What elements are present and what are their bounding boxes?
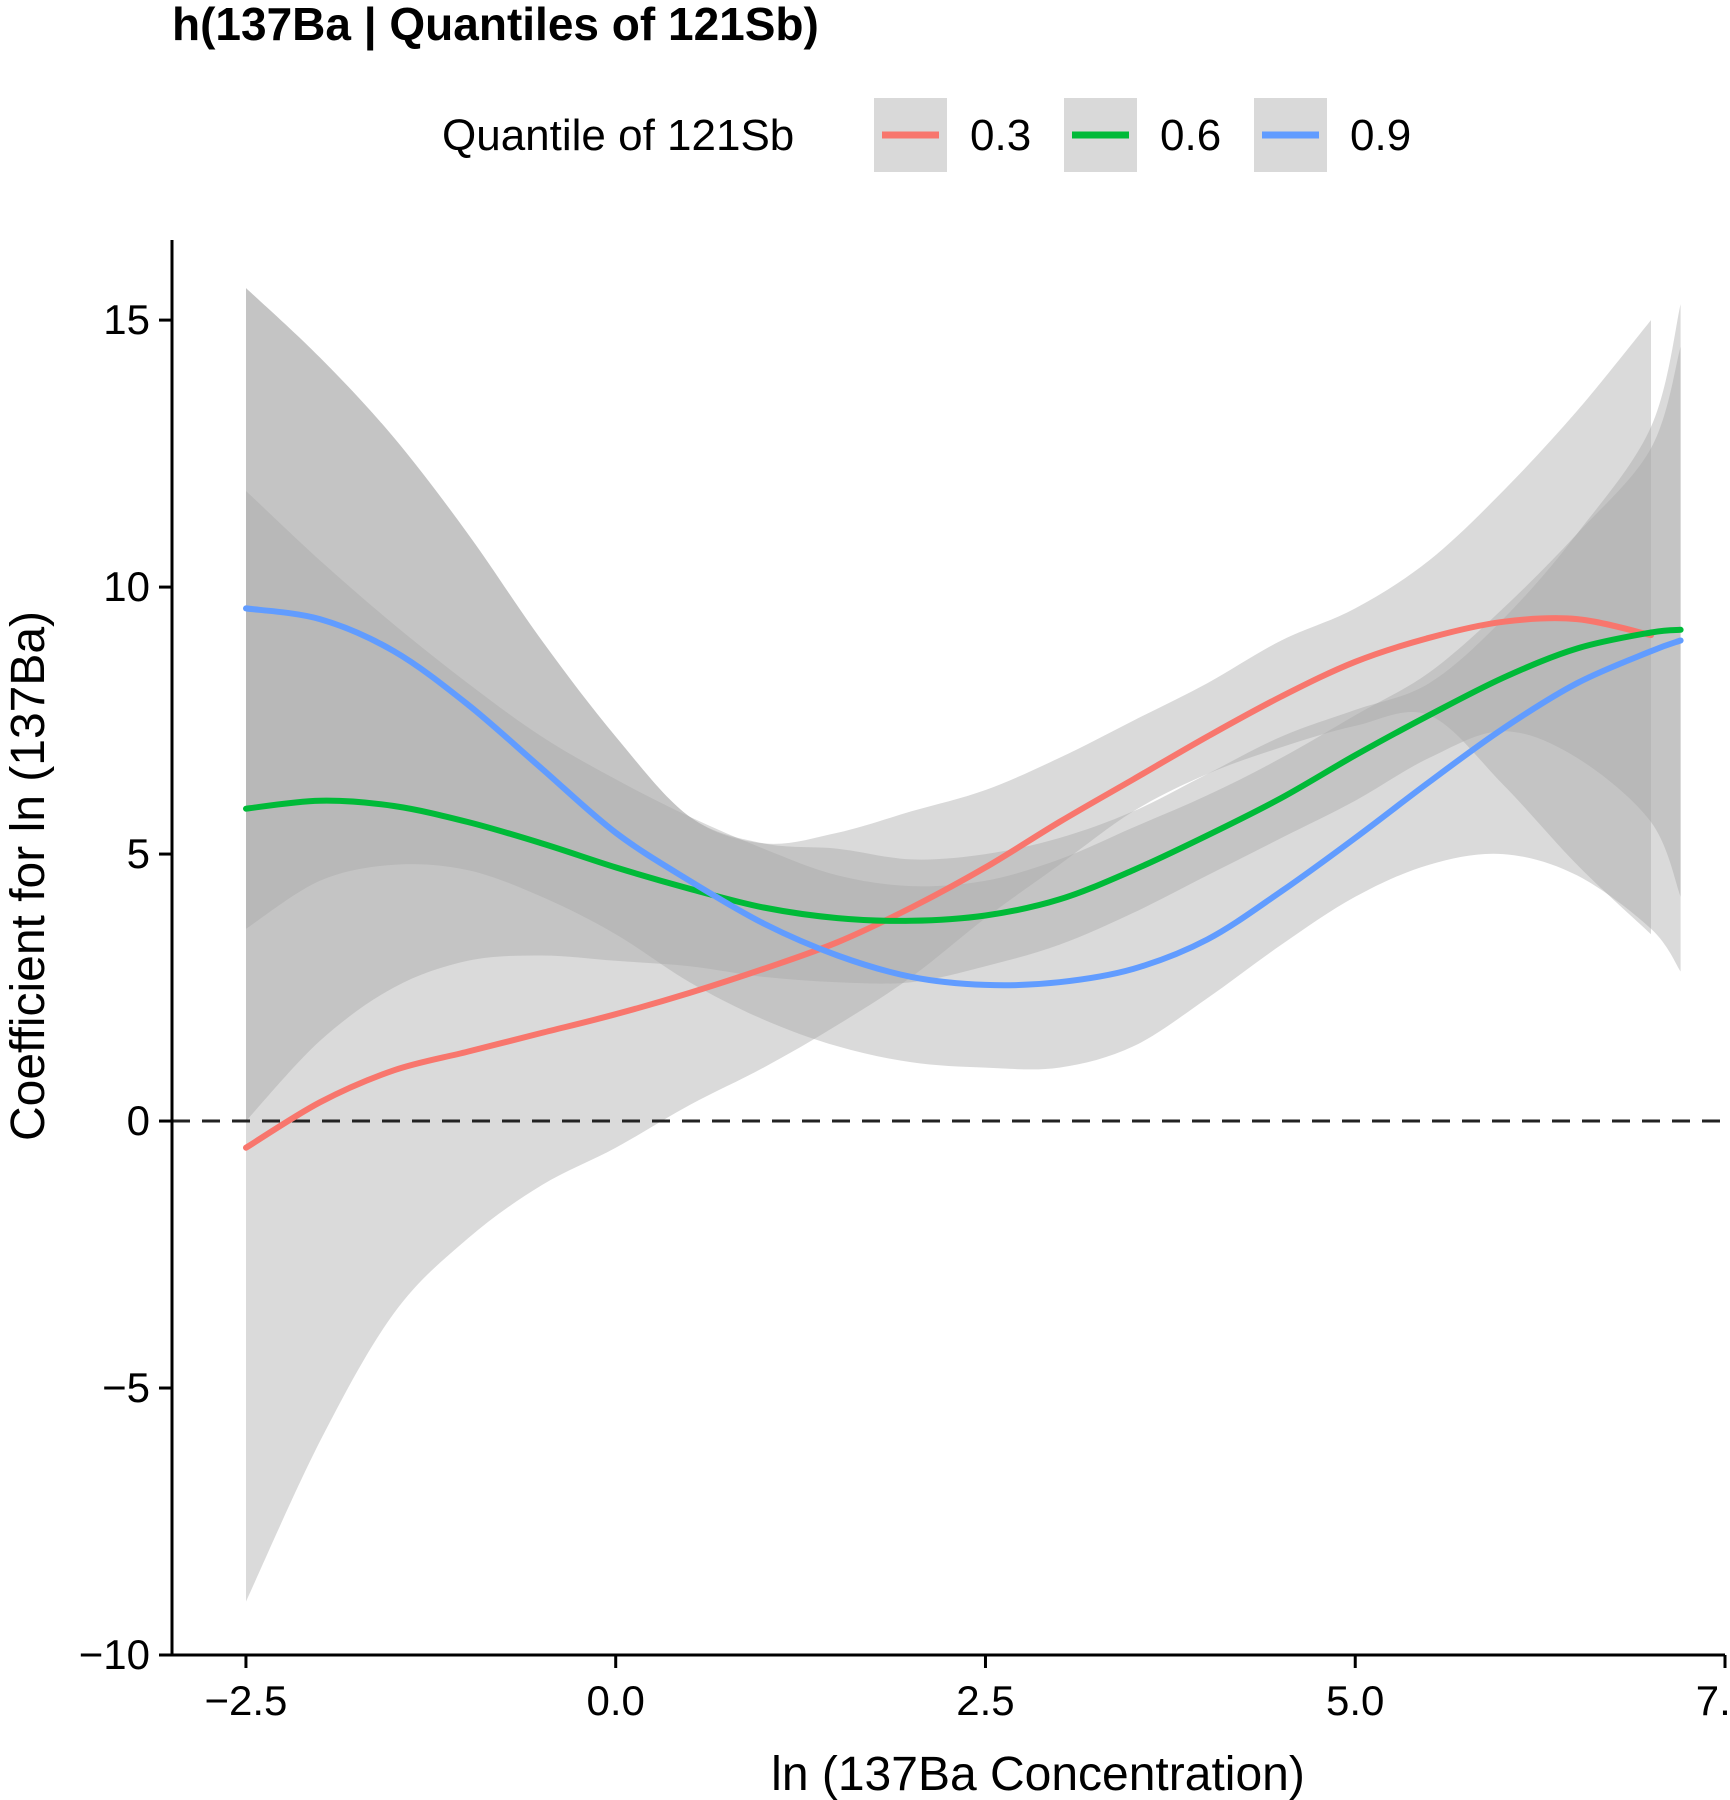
x-tick-label: 5.0: [1326, 1677, 1384, 1724]
x-tick-label: 0.0: [587, 1677, 645, 1724]
series-lines: [243, 605, 1684, 1151]
chart-title: h(137Ba | Quantiles of 121Sb): [172, 0, 819, 50]
legend: Quantile of 121Sb 0.3 0.6 0.9: [442, 98, 1411, 172]
confidence-band-0.6: [246, 346, 1681, 1121]
legend-title: Quantile of 121Sb: [442, 111, 794, 160]
y-ticks: −10 −5 0 5 10 15: [79, 296, 172, 1678]
legend-label-0.3: 0.3: [970, 111, 1031, 160]
plot-area: [172, 288, 1720, 1602]
confidence-bands: [246, 288, 1681, 1602]
y-tick-label: 15: [103, 296, 150, 343]
y-tick-label: 10: [103, 563, 150, 610]
legend-label-0.6: 0.6: [1160, 111, 1221, 160]
x-tick-label: 2.5: [956, 1677, 1014, 1724]
confidence-band-0.9: [246, 288, 1681, 1070]
series-line-0.9: [243, 605, 1684, 989]
axes: −2.5 0.0 2.5 5.0 7.5 −10 −5 0 5 10 15: [79, 240, 1730, 1724]
series-line-0.3: [243, 615, 1654, 1151]
y-axis-title: Coefficient for ln (137Ba): [2, 611, 55, 1141]
y-tick-label: −10: [79, 1631, 150, 1678]
y-tick-label: −5: [102, 1364, 150, 1411]
x-axis-title: ln (137Ba Concentration): [771, 1748, 1305, 1800]
x-tick-label: −2.5: [204, 1677, 287, 1724]
legend-label-0.9: 0.9: [1350, 111, 1411, 160]
y-tick-label: 5: [127, 830, 150, 877]
y-tick-label: 0: [127, 1097, 150, 1144]
confidence-band-0.3: [246, 288, 1651, 1602]
series-line-0.6: [243, 626, 1684, 924]
x-ticks: −2.5 0.0 2.5 5.0 7.5: [204, 1655, 1730, 1724]
x-tick-label: 7.5: [1696, 1677, 1730, 1724]
